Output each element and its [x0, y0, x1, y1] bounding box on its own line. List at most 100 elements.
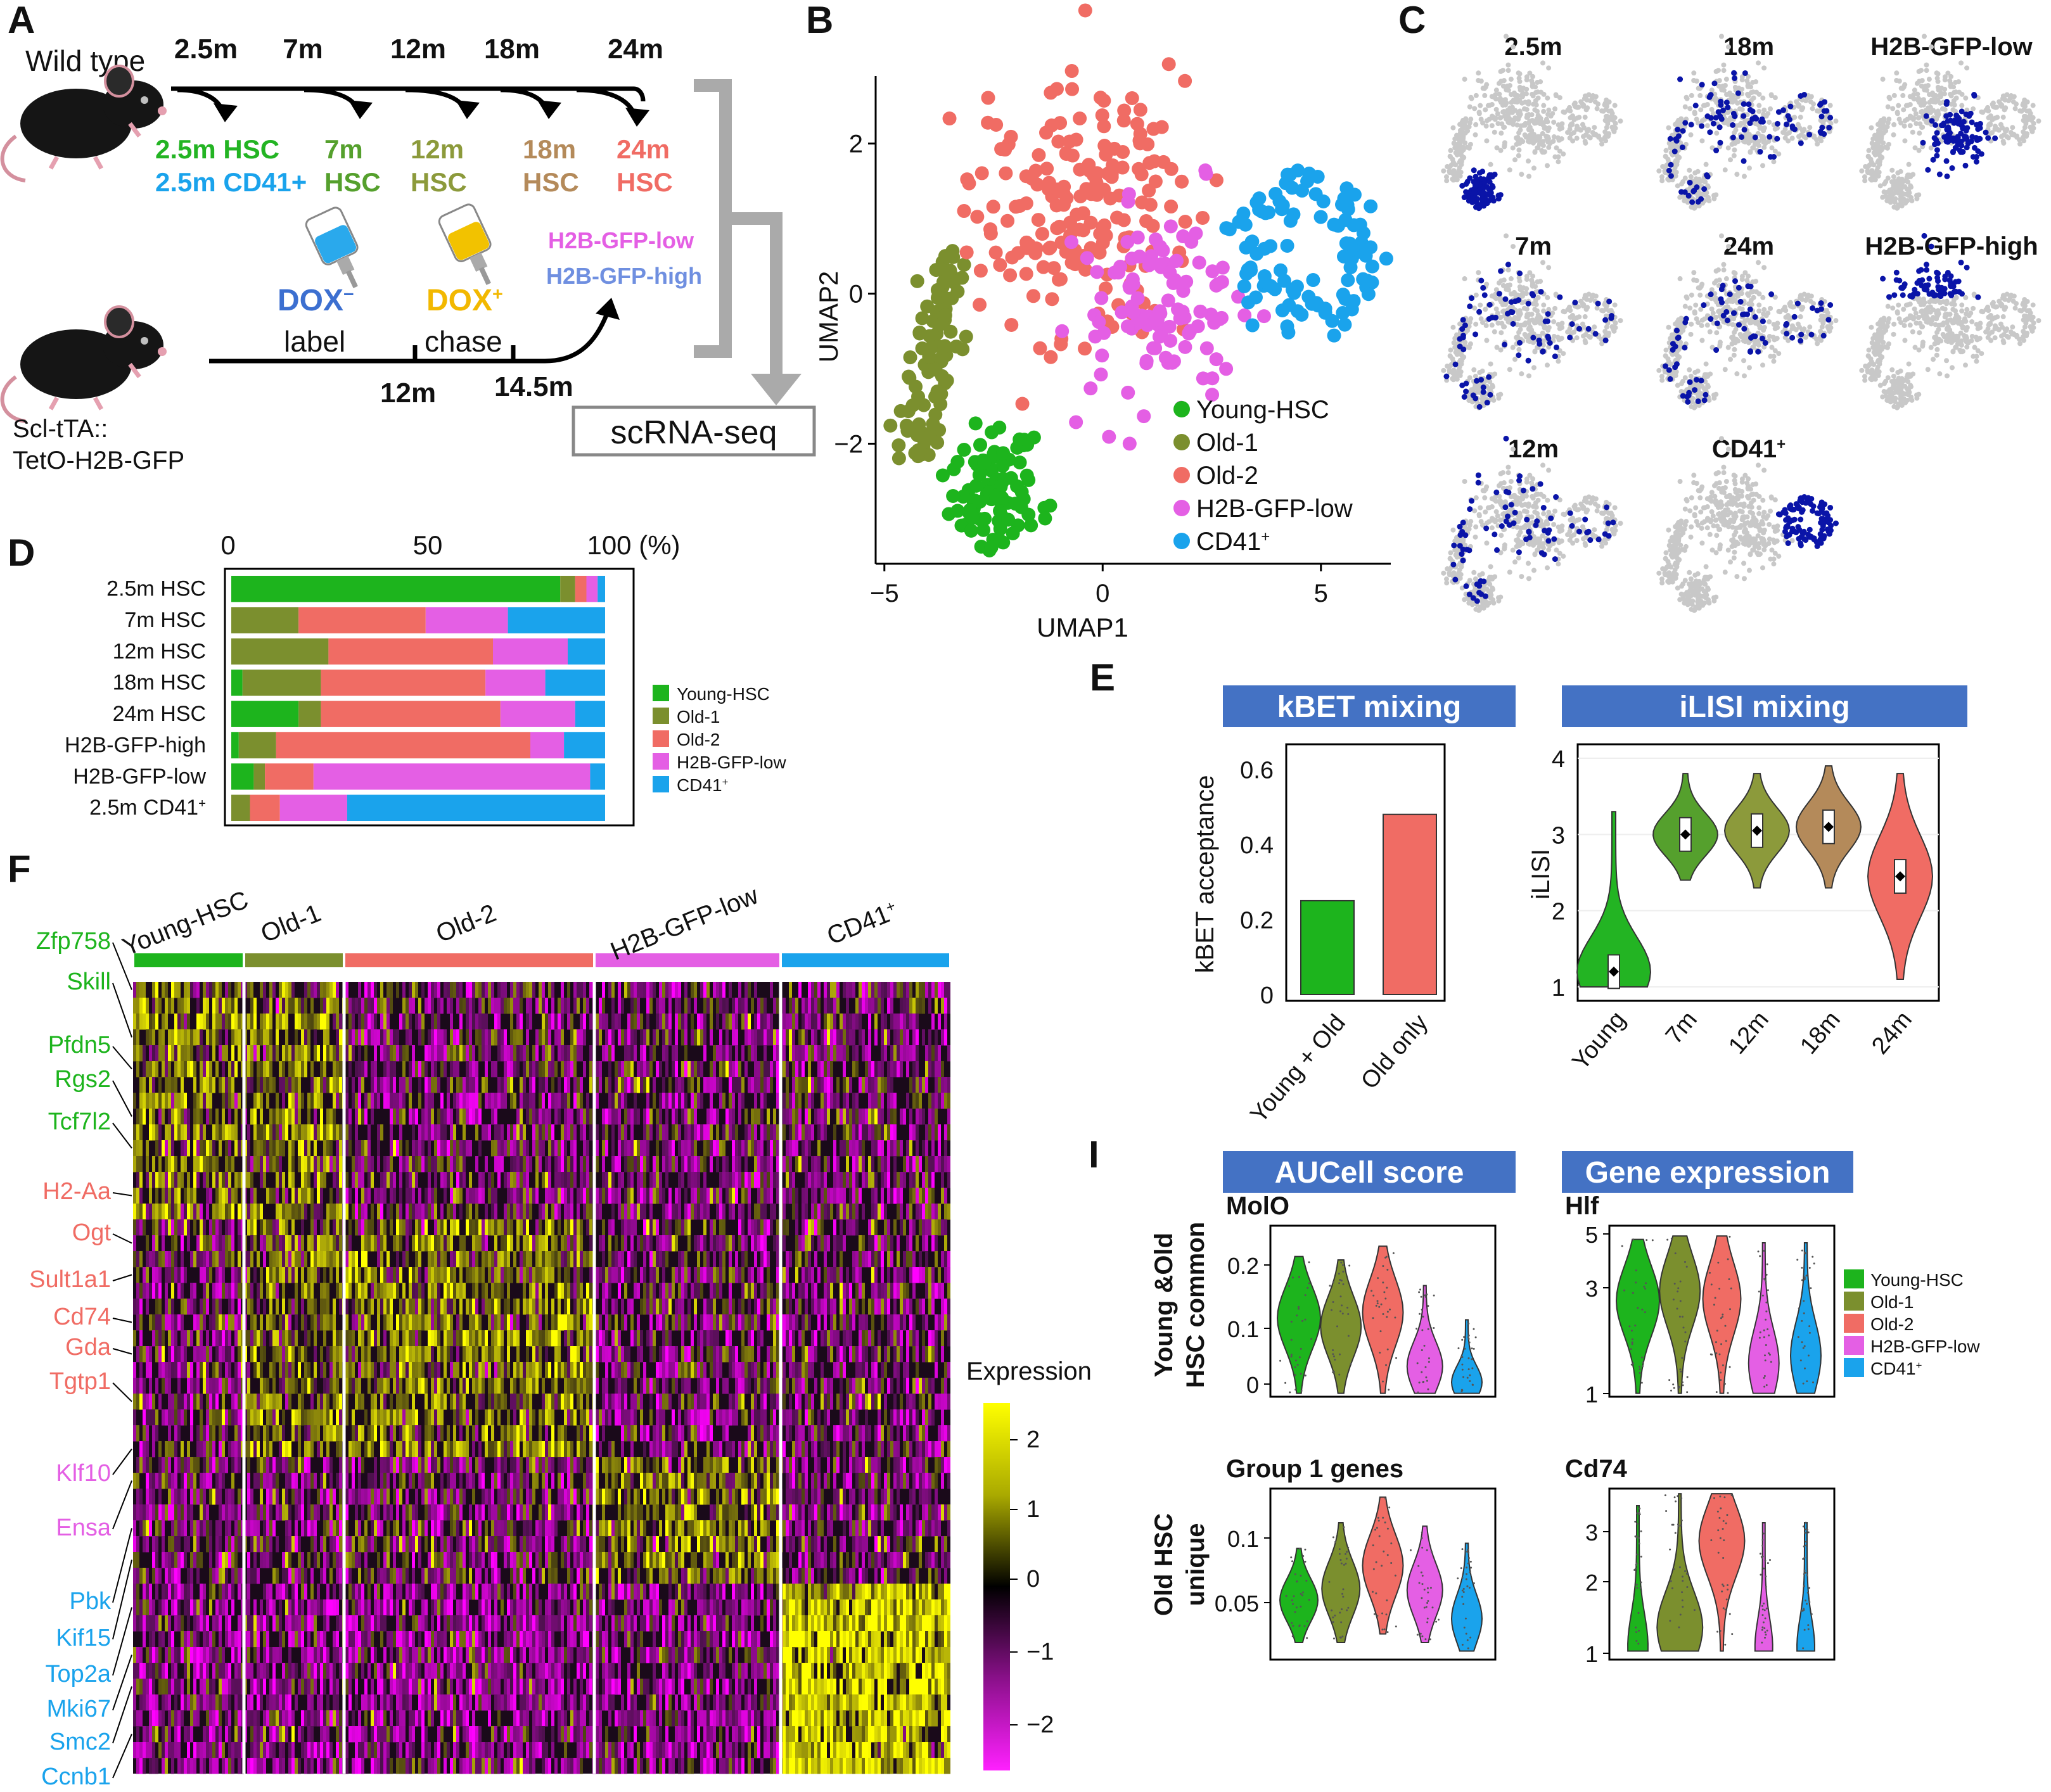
umap-point: [911, 443, 925, 457]
umap-point: [1696, 190, 1701, 195]
umap-point: [1862, 178, 1867, 183]
umap-point: [1264, 279, 1278, 293]
umap-point: [1449, 162, 1454, 167]
umap-point: [1490, 293, 1495, 298]
umap-point: [1584, 509, 1589, 514]
umap-point: [1531, 365, 1537, 370]
umap-point: [1694, 117, 1699, 122]
umap-point: [1726, 44, 1731, 49]
highlighted-point: [1917, 278, 1922, 284]
highlighted-point: [1900, 292, 1906, 298]
highlighted-point: [1480, 285, 1486, 291]
umap-point: [1948, 83, 1953, 88]
umap-point: [1523, 121, 1528, 126]
highlighted-point: [1806, 132, 1812, 137]
umap-point: [1547, 325, 1552, 330]
umap-point: [1934, 347, 1939, 352]
umap-point: [1176, 229, 1190, 243]
highlighted-point: [1668, 376, 1673, 382]
highlighted-point: [1774, 136, 1780, 142]
highlighted-point: [1505, 490, 1511, 495]
highlighted-point: [1511, 321, 1516, 327]
umap-point: [1311, 170, 1325, 184]
umap-point: [1928, 305, 1933, 310]
umap-point: [985, 425, 999, 439]
umap-point: [1928, 105, 1933, 110]
umap-point: [1511, 244, 1516, 249]
umap-point: [929, 263, 943, 277]
umap-point: [1594, 496, 1599, 501]
umap-point: [1462, 479, 1467, 484]
umap-point: [1532, 509, 1537, 514]
umap-point: [1096, 108, 1109, 122]
highlighted-point: [1524, 517, 1530, 523]
umap-point: [1121, 386, 1135, 400]
umap-point: [1327, 329, 1341, 343]
umap-point: [1916, 96, 1921, 101]
umap-point: [1490, 123, 1495, 128]
umap-point: [2012, 293, 2017, 298]
umap-point: [1306, 273, 1320, 287]
umap-point: [1137, 409, 1151, 423]
highlighted-point: [1543, 319, 1549, 324]
umap-point: [1556, 322, 1561, 327]
umap-point: [1131, 231, 1145, 245]
highlighted-point: [1541, 552, 1547, 557]
highlighted-point: [1471, 167, 1477, 173]
umap-point: [1692, 404, 1697, 409]
umap-point: [1456, 168, 1461, 173]
umap-point: [1883, 194, 1888, 199]
highlighted-point: [1713, 148, 1719, 153]
umap-point: [1716, 267, 1721, 272]
umap-point: [1760, 163, 1765, 168]
umap-point: [1511, 146, 1516, 151]
umap-point: [1677, 355, 1682, 360]
highlighted-point: [1741, 158, 1747, 164]
umap-point: [1485, 521, 1490, 526]
umap-point: [1219, 362, 1233, 376]
umap-point: [1909, 198, 1914, 203]
umap-point: [1516, 347, 1521, 352]
umap-point: [1585, 128, 1590, 133]
highlighted-point: [1818, 300, 1824, 306]
umap-point: [1919, 324, 1924, 329]
umap-point: [1219, 221, 1233, 235]
umap-point: [1281, 168, 1294, 182]
highlighted-point: [1719, 300, 1725, 305]
umap-point: [1876, 373, 1881, 378]
umap-point: [1343, 236, 1357, 250]
umap-point: [996, 446, 1010, 460]
umap-point: [1537, 142, 1542, 147]
umap-point: [1590, 130, 1595, 135]
umap-point: [2009, 130, 2014, 135]
umap-point: [1933, 341, 1938, 346]
highlighted-point: [1512, 510, 1518, 516]
highlighted-point: [1732, 75, 1737, 81]
umap-point: [1512, 357, 1517, 362]
umap-point: [1477, 607, 1482, 612]
umap-point: [1521, 285, 1526, 290]
umap-point: [1611, 329, 1616, 334]
umap-point: [1666, 325, 1671, 330]
highlighted-point: [1668, 173, 1674, 179]
umap-point: [1748, 149, 1753, 155]
umap-point: [1902, 82, 1907, 87]
umap-point: [977, 456, 991, 470]
umap-point: [1916, 115, 1921, 120]
umap-point: [2029, 329, 2035, 334]
umap-point: [1964, 65, 1969, 70]
highlighted-point: [1948, 283, 1953, 288]
umap-point: [1004, 130, 1018, 144]
umap-point: [1135, 167, 1149, 181]
umap-point: [1879, 335, 1884, 340]
umap-point: [1546, 547, 1551, 552]
umap-point: [2031, 115, 2036, 120]
umap-point: [1541, 109, 1546, 114]
umap-point: [1684, 295, 1689, 300]
umap-point: [1968, 310, 1973, 315]
umap-point: [1537, 544, 1542, 549]
umap-point: [1595, 508, 1600, 513]
umap-point: [1723, 167, 1728, 172]
umap-point: [1492, 329, 1497, 334]
umap-point: [1799, 307, 1805, 312]
